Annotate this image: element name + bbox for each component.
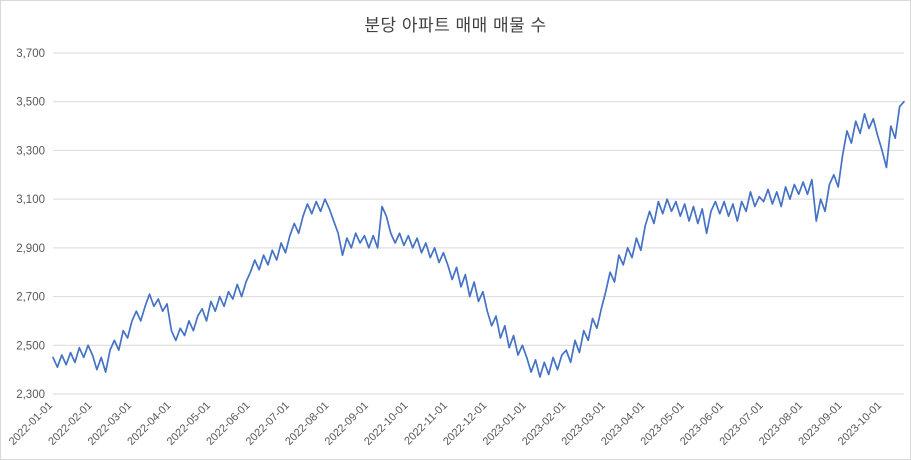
y-axis-tick-label: 3,300 [16, 145, 45, 157]
y-axis-tick-label: 2,300 [16, 389, 45, 401]
series-line [52, 100, 905, 378]
y-axis-tick-label: 2,700 [16, 292, 45, 304]
y-axis-tick-label: 2,500 [16, 340, 45, 352]
chart-title: 분당 아파트 매매 매물 수 [364, 16, 547, 35]
y-axis-tick-label: 3,700 [16, 48, 45, 60]
y-axis-tick-label: 2,900 [16, 243, 45, 255]
y-axis-tick-label: 3,100 [16, 194, 45, 206]
y-axis-tick-label: 3,500 [16, 97, 45, 109]
